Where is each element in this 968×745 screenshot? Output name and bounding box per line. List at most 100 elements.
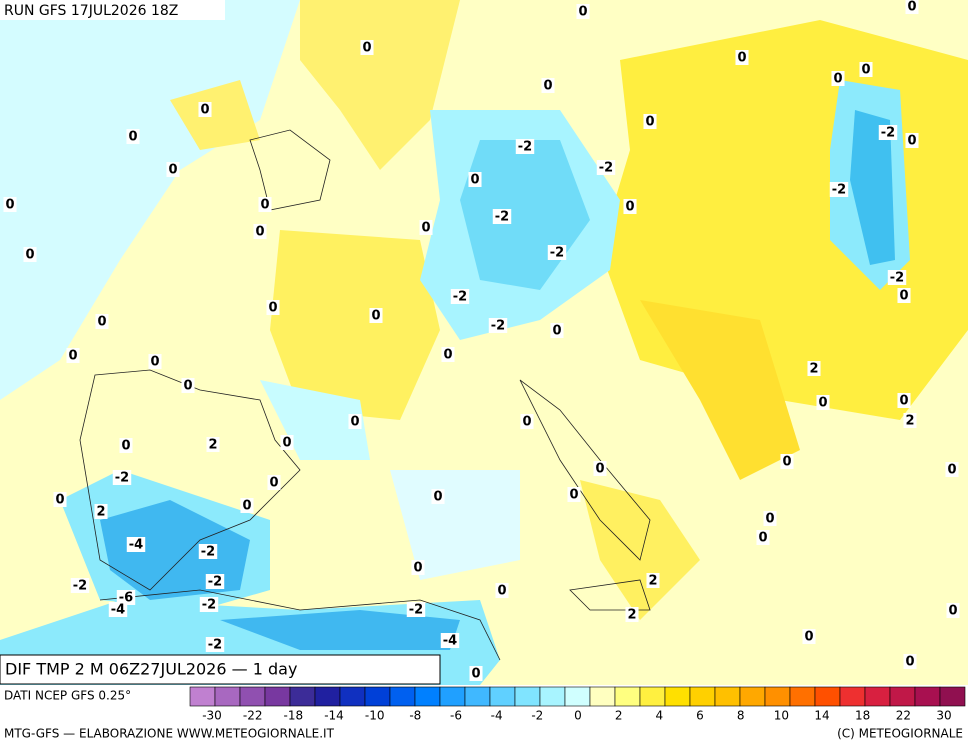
contour-label-box: [807, 361, 821, 376]
contour-label: 0: [595, 462, 604, 477]
contour-label-box: [816, 395, 830, 410]
contour-label: 0: [255, 225, 264, 240]
colorbar-box: [939, 686, 966, 707]
contour-label-box: [66, 348, 80, 363]
contour-label-box: [441, 347, 455, 362]
contour-label: -2: [599, 161, 613, 176]
contour-label-box: [596, 160, 616, 175]
contour-label: 2: [648, 574, 657, 589]
contour-label-box: [23, 247, 37, 262]
colorbar-box: [814, 686, 841, 707]
contour-label-box: [280, 435, 294, 450]
contour-label: 0: [362, 41, 371, 56]
contour-label: -2: [201, 545, 215, 560]
contour-label: -2: [73, 579, 87, 594]
contour-label: -4: [443, 634, 457, 649]
contour-label-box: [240, 498, 254, 513]
contour-label-box: [112, 470, 132, 485]
colorbar-box: [239, 686, 266, 707]
contour-label: 0: [907, 134, 916, 149]
contour-label-box: [469, 666, 483, 681]
contour-label-box: [53, 492, 67, 507]
contour-label: 0: [645, 115, 654, 130]
contour-label-box: [419, 220, 433, 235]
contour-label-box: [266, 300, 280, 315]
contour-label-box: [431, 489, 445, 504]
contour-label-box: [267, 475, 281, 490]
colorbar-tick-label: 10: [774, 709, 789, 723]
contour-label: -2: [453, 290, 467, 305]
contour-label-box: [946, 603, 960, 618]
contour-label: 0: [947, 463, 956, 478]
contour-label-box: [253, 224, 267, 239]
map-title: DIF TMP 2 M 06Z27JUL2026 — 1 day: [5, 660, 297, 679]
contour-label: 0: [350, 415, 359, 430]
colorbar-tick-label: 18: [855, 709, 870, 723]
colorbar-tick-label: 0: [574, 709, 582, 723]
contour-label: -2: [202, 598, 216, 613]
contour-label: -6: [119, 591, 133, 606]
colorbar-box: [564, 686, 591, 707]
contour-label-box: [198, 544, 218, 559]
contour-label: 0: [470, 173, 479, 188]
contour-label: 0: [833, 72, 842, 87]
contour-label-box: [492, 209, 512, 224]
contour-label: -2: [491, 319, 505, 334]
contour-label-box: [945, 462, 959, 477]
contour-label: 0: [497, 584, 506, 599]
colorbar-tick-label: -30: [202, 709, 222, 723]
colorbar-tick-label: 8: [737, 709, 745, 723]
contour-label: 0: [861, 63, 870, 78]
contour-label-box: [495, 583, 509, 598]
contour-label-box: [576, 4, 590, 19]
title-box: [0, 654, 441, 685]
colorbar-box: [189, 686, 216, 707]
contour-label-box: [166, 162, 180, 177]
colorbar-box: [314, 686, 341, 707]
contour-label: 0: [818, 396, 827, 411]
contour-label-box: [756, 530, 770, 545]
contour-label-box: [567, 487, 581, 502]
contour-label: 0: [168, 163, 177, 178]
contour-label-box: [515, 139, 535, 154]
colorbar-box: [539, 686, 566, 707]
contour-label-box: [897, 288, 911, 303]
contour-label: -2: [881, 126, 895, 141]
contour-label: 0: [443, 348, 452, 363]
contour-label: 0: [765, 512, 774, 527]
contour-label-box: [348, 414, 362, 429]
colorbar-box: [214, 686, 241, 707]
contour-label: 0: [282, 436, 291, 451]
contour-label: 0: [758, 531, 767, 546]
contour-label: 0: [737, 51, 746, 66]
contour-label: -4: [129, 538, 143, 553]
colorbar-box: [639, 686, 666, 707]
contour-label-box: [763, 511, 777, 526]
contour-label: 2: [809, 362, 818, 377]
contour-label: 0: [543, 79, 552, 94]
contour-label: -2: [208, 575, 222, 590]
contour-label: 0: [260, 198, 269, 213]
contour-label-box: [831, 71, 845, 86]
colorbar-box: [414, 686, 441, 707]
colorbar-box: [289, 686, 316, 707]
contour-label: 0: [569, 488, 578, 503]
contour-label: -2: [495, 210, 509, 225]
contour-label: 0: [552, 324, 561, 339]
contour-label: 0: [25, 248, 34, 263]
colorbar-tick-label: 22: [896, 709, 911, 723]
contour-label: 0: [97, 315, 106, 330]
contour-label-box: [440, 633, 460, 648]
contour-label-box: [829, 182, 849, 197]
contour-label-box: [520, 414, 534, 429]
contour-label: 0: [121, 439, 130, 454]
contour-label: 0: [899, 289, 908, 304]
contour-label: 0: [433, 490, 442, 505]
contour-label-box: [450, 289, 470, 304]
contour-label-box: [126, 129, 140, 144]
contour-label: -2: [550, 246, 564, 261]
contour-label: 0: [268, 301, 277, 316]
colorbar-box: [589, 686, 616, 707]
contour-label-box: [550, 323, 564, 338]
colorbar-box: [689, 686, 716, 707]
